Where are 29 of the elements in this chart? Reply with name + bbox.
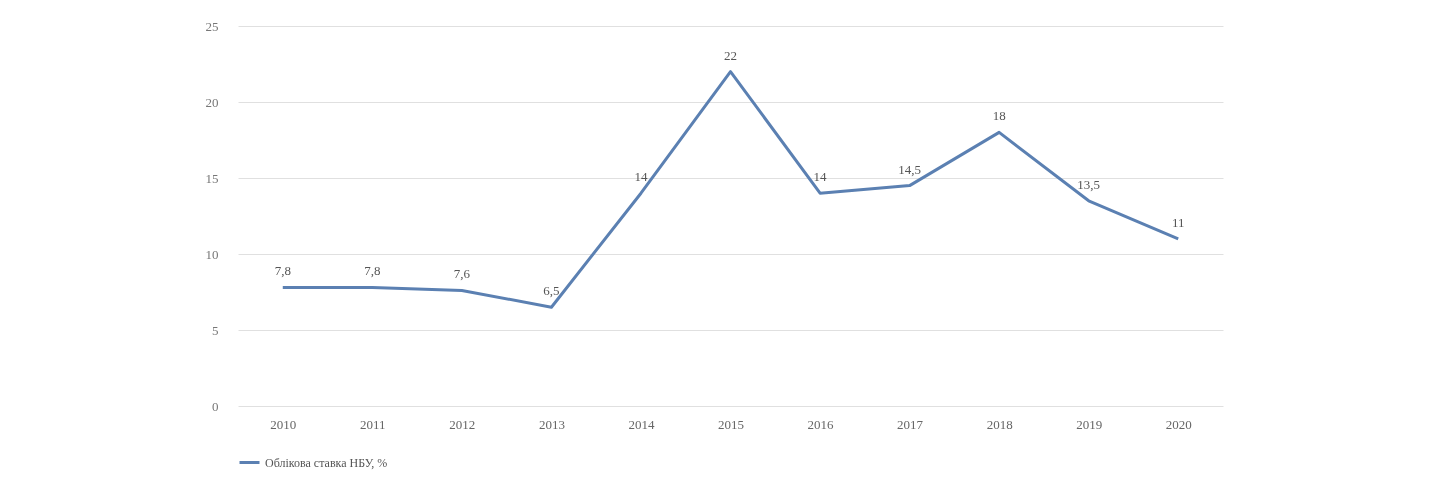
- data-label: 6,5: [543, 283, 560, 299]
- y-tick-label: 5: [212, 322, 219, 338]
- legend-label: Облікова ставка НБУ, %: [265, 455, 388, 470]
- data-label: 7,8: [364, 263, 381, 279]
- y-tick-label: 10: [205, 246, 219, 262]
- x-tick-label: 2020: [1165, 416, 1192, 432]
- y-tick-label: 0: [212, 398, 219, 414]
- x-tick-label: 2010: [270, 416, 297, 432]
- y-tick-label: 20: [205, 94, 219, 110]
- data-label: 22: [724, 47, 737, 63]
- x-tick-label: 2014: [628, 416, 655, 432]
- data-label: 7,6: [453, 266, 471, 282]
- x-tick-label: 2012: [449, 416, 476, 432]
- x-tick-label: 2016: [807, 416, 835, 432]
- data-label: 14: [813, 169, 828, 185]
- data-label: 11: [1171, 214, 1185, 230]
- data-label: 13,5: [1077, 176, 1101, 192]
- x-tick-label: 2011: [360, 416, 386, 432]
- data-label: 14,5: [898, 161, 921, 177]
- x-tick-label: 2017: [897, 416, 924, 432]
- data-label: 7,8: [274, 263, 291, 279]
- x-tick-label: 2018: [986, 416, 1013, 432]
- y-tick-label: 15: [205, 170, 219, 186]
- x-tick-label: 2015: [718, 416, 744, 432]
- data-label: 14: [634, 169, 648, 185]
- x-tick-label: 2019: [1076, 416, 1103, 432]
- data-label: 18: [992, 108, 1006, 124]
- x-tick-label: 2013: [538, 416, 565, 432]
- y-tick-label: 25: [205, 18, 219, 34]
